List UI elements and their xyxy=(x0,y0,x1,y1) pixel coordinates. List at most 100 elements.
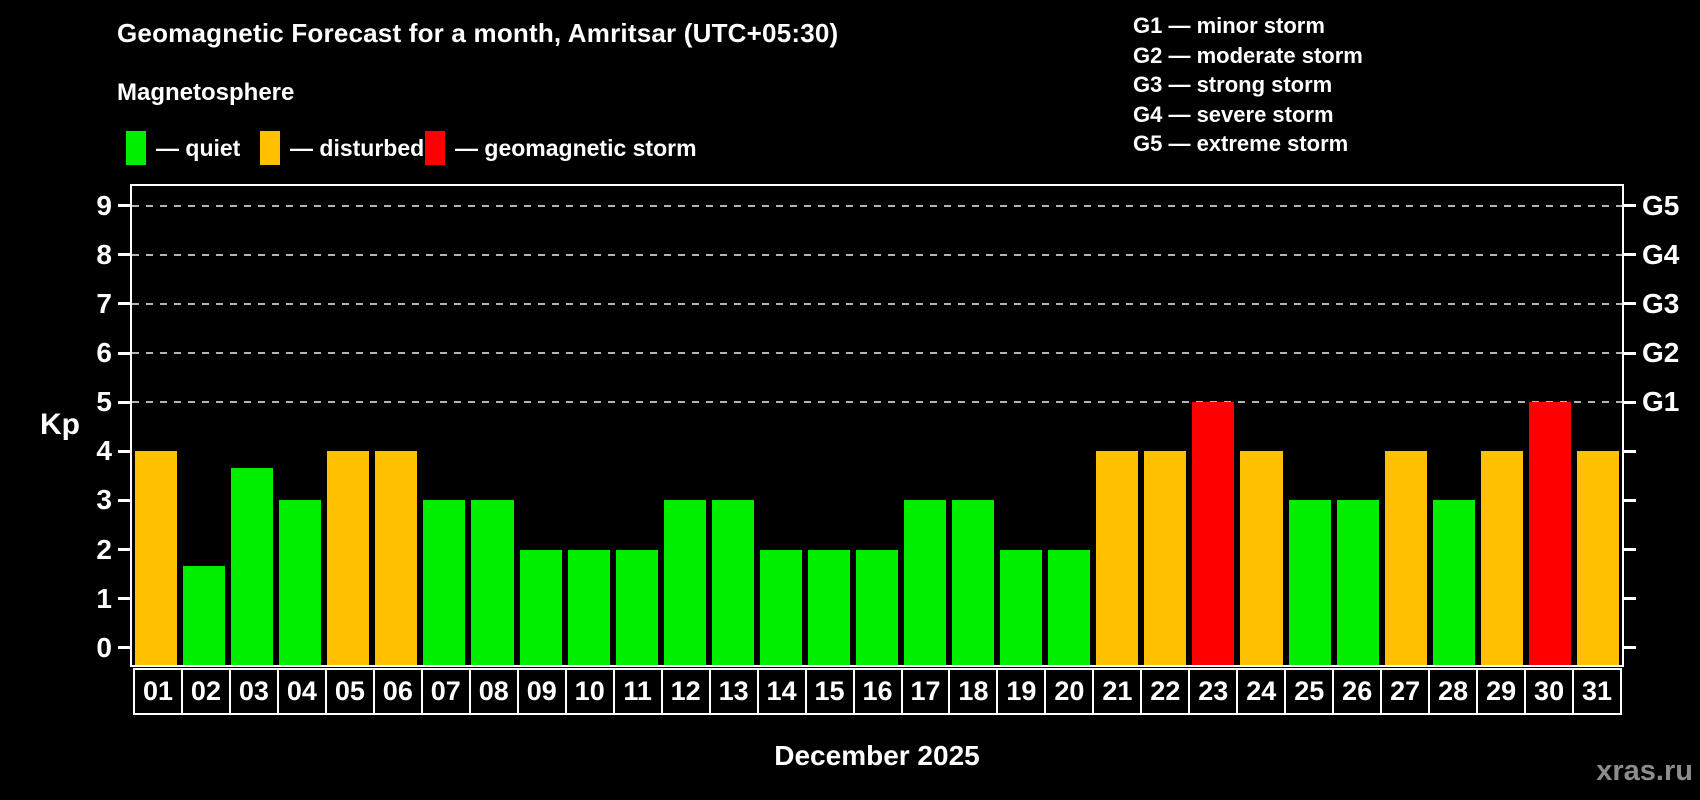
kp-bar-day-31 xyxy=(1576,451,1619,665)
g-level-label-g1: G1 xyxy=(1642,386,1680,418)
kp-bar-day-07 xyxy=(423,500,466,665)
kp-bar-day-09 xyxy=(519,549,562,665)
y-axis-tick-right-9 xyxy=(1624,204,1636,208)
day-label-10: 10 xyxy=(564,668,615,715)
day-label-11: 11 xyxy=(612,668,663,715)
day-label-04: 04 xyxy=(276,668,327,715)
kp-bar-day-12 xyxy=(663,500,706,665)
plot-inner xyxy=(132,186,1622,665)
y-tick-label-2: 2 xyxy=(96,533,112,565)
y-tick-label-7: 7 xyxy=(96,287,112,319)
day-label-16: 16 xyxy=(852,668,903,715)
kp-bar-day-08 xyxy=(471,500,514,665)
storm-scale-g2: G2 — moderate storm xyxy=(1133,42,1363,68)
y-tick-label-1: 1 xyxy=(96,582,112,614)
x-axis-day-labels: 01 02 03 04 05 06 07 08 09 10 11 12 13 14 15 16 17 18 19 20… xyxy=(133,668,1623,715)
y-tick-label-8: 8 xyxy=(96,238,112,270)
y-axis-title: Kp xyxy=(40,408,80,441)
y-axis-tick-right-4 xyxy=(1624,449,1636,453)
day-label-25: 25 xyxy=(1284,668,1335,715)
legend-label-quiet: — quiet xyxy=(156,134,241,161)
day-label-27: 27 xyxy=(1380,668,1431,715)
g-level-label-g3: G3 xyxy=(1642,287,1680,319)
kp-bar-day-10 xyxy=(567,549,610,665)
kp-bar-day-17 xyxy=(904,500,947,665)
day-label-14: 14 xyxy=(756,668,807,715)
kp-bar-day-23 xyxy=(1192,402,1235,665)
kp-bar-day-06 xyxy=(375,451,418,665)
g-level-label-g4: G4 xyxy=(1642,238,1680,270)
storm-scale-g5: G5 — extreme storm xyxy=(1133,131,1349,156)
gridline-kp8 xyxy=(132,253,1622,256)
y-axis-tick-left-0 xyxy=(118,646,130,650)
day-label-02: 02 xyxy=(180,668,231,715)
day-label-21: 21 xyxy=(1092,668,1143,715)
y-axis-tick-left-2 xyxy=(118,548,130,552)
y-axis-tick-left-8 xyxy=(118,253,130,257)
day-label-20: 20 xyxy=(1044,668,1095,715)
kp-bar-day-01 xyxy=(135,451,178,665)
y-tick-label-9: 9 xyxy=(96,189,112,221)
kp-bar-day-04 xyxy=(279,500,322,665)
day-label-13: 13 xyxy=(708,668,759,715)
kp-bar-day-19 xyxy=(1000,549,1043,665)
y-axis-tick-left-1 xyxy=(118,597,130,601)
kp-bar-day-25 xyxy=(1288,500,1331,665)
day-label-22: 22 xyxy=(1140,668,1191,715)
quiet-color-swatch xyxy=(126,131,146,165)
day-label-03: 03 xyxy=(228,668,279,715)
y-tick-label-0: 0 xyxy=(96,631,112,663)
y-axis-tick-left-3 xyxy=(118,498,130,502)
day-label-05: 05 xyxy=(324,668,375,715)
y-tick-label-5: 5 xyxy=(96,386,112,418)
watermark: xras.ru xyxy=(1596,755,1693,787)
day-label-30: 30 xyxy=(1524,668,1575,715)
day-label-09: 09 xyxy=(516,668,567,715)
day-label-08: 08 xyxy=(468,668,519,715)
day-label-06: 06 xyxy=(372,668,423,715)
plot-area xyxy=(130,184,1624,667)
day-label-23: 23 xyxy=(1188,668,1239,715)
kp-bar-day-18 xyxy=(952,500,995,665)
kp-bar-day-14 xyxy=(759,549,802,665)
kp-bar-day-16 xyxy=(855,549,899,665)
kp-bar-day-28 xyxy=(1432,500,1475,665)
day-label-12: 12 xyxy=(660,668,711,715)
y-tick-label-3: 3 xyxy=(96,484,112,516)
y-axis-tick-right-7 xyxy=(1624,302,1636,306)
kp-bar-day-27 xyxy=(1384,451,1427,665)
kp-bar-day-29 xyxy=(1480,451,1523,665)
kp-bar-day-03 xyxy=(231,467,274,665)
kp-bar-day-13 xyxy=(711,500,754,665)
y-tick-label-6: 6 xyxy=(96,337,112,369)
gridline-kp9 xyxy=(132,204,1622,207)
storm-scale-g1: G1 — minor storm xyxy=(1133,13,1325,38)
kp-bar-day-05 xyxy=(327,451,370,665)
storm-scale-g4: G4 — severe storm xyxy=(1133,101,1334,127)
day-label-01: 01 xyxy=(133,668,183,715)
kp-bar-day-11 xyxy=(615,549,658,665)
day-label-26: 26 xyxy=(1332,668,1383,715)
kp-bar-day-15 xyxy=(807,549,850,665)
kp-bar-day-24 xyxy=(1240,451,1283,665)
subtitle-magnetosphere: Magnetosphere xyxy=(117,79,295,106)
y-axis-tick-left-5 xyxy=(118,400,130,404)
g-level-label-g2: G2 xyxy=(1642,337,1680,369)
kp-bar-day-02 xyxy=(183,565,226,665)
day-label-28: 28 xyxy=(1428,668,1479,715)
gridline-kp7 xyxy=(132,302,1622,305)
page-title: Geomagnetic Forecast for a month, Amrits… xyxy=(117,18,839,48)
y-axis-tick-right-1 xyxy=(1624,597,1636,601)
y-axis-tick-right-2 xyxy=(1624,548,1636,552)
gridline-kp6 xyxy=(132,352,1622,355)
kp-bar-day-21 xyxy=(1096,451,1139,665)
y-axis-tick-right-3 xyxy=(1624,498,1636,502)
day-label-17: 17 xyxy=(900,668,951,715)
day-label-15: 15 xyxy=(804,668,855,715)
kp-bar-day-30 xyxy=(1528,402,1571,665)
storm-scale-legend: G1 — minor storm G2 — moderate storm G3 … xyxy=(1133,11,1363,159)
day-label-24: 24 xyxy=(1236,668,1287,715)
y-axis-tick-left-7 xyxy=(118,302,130,306)
legend-item-disturbed: — disturbed xyxy=(260,131,424,165)
